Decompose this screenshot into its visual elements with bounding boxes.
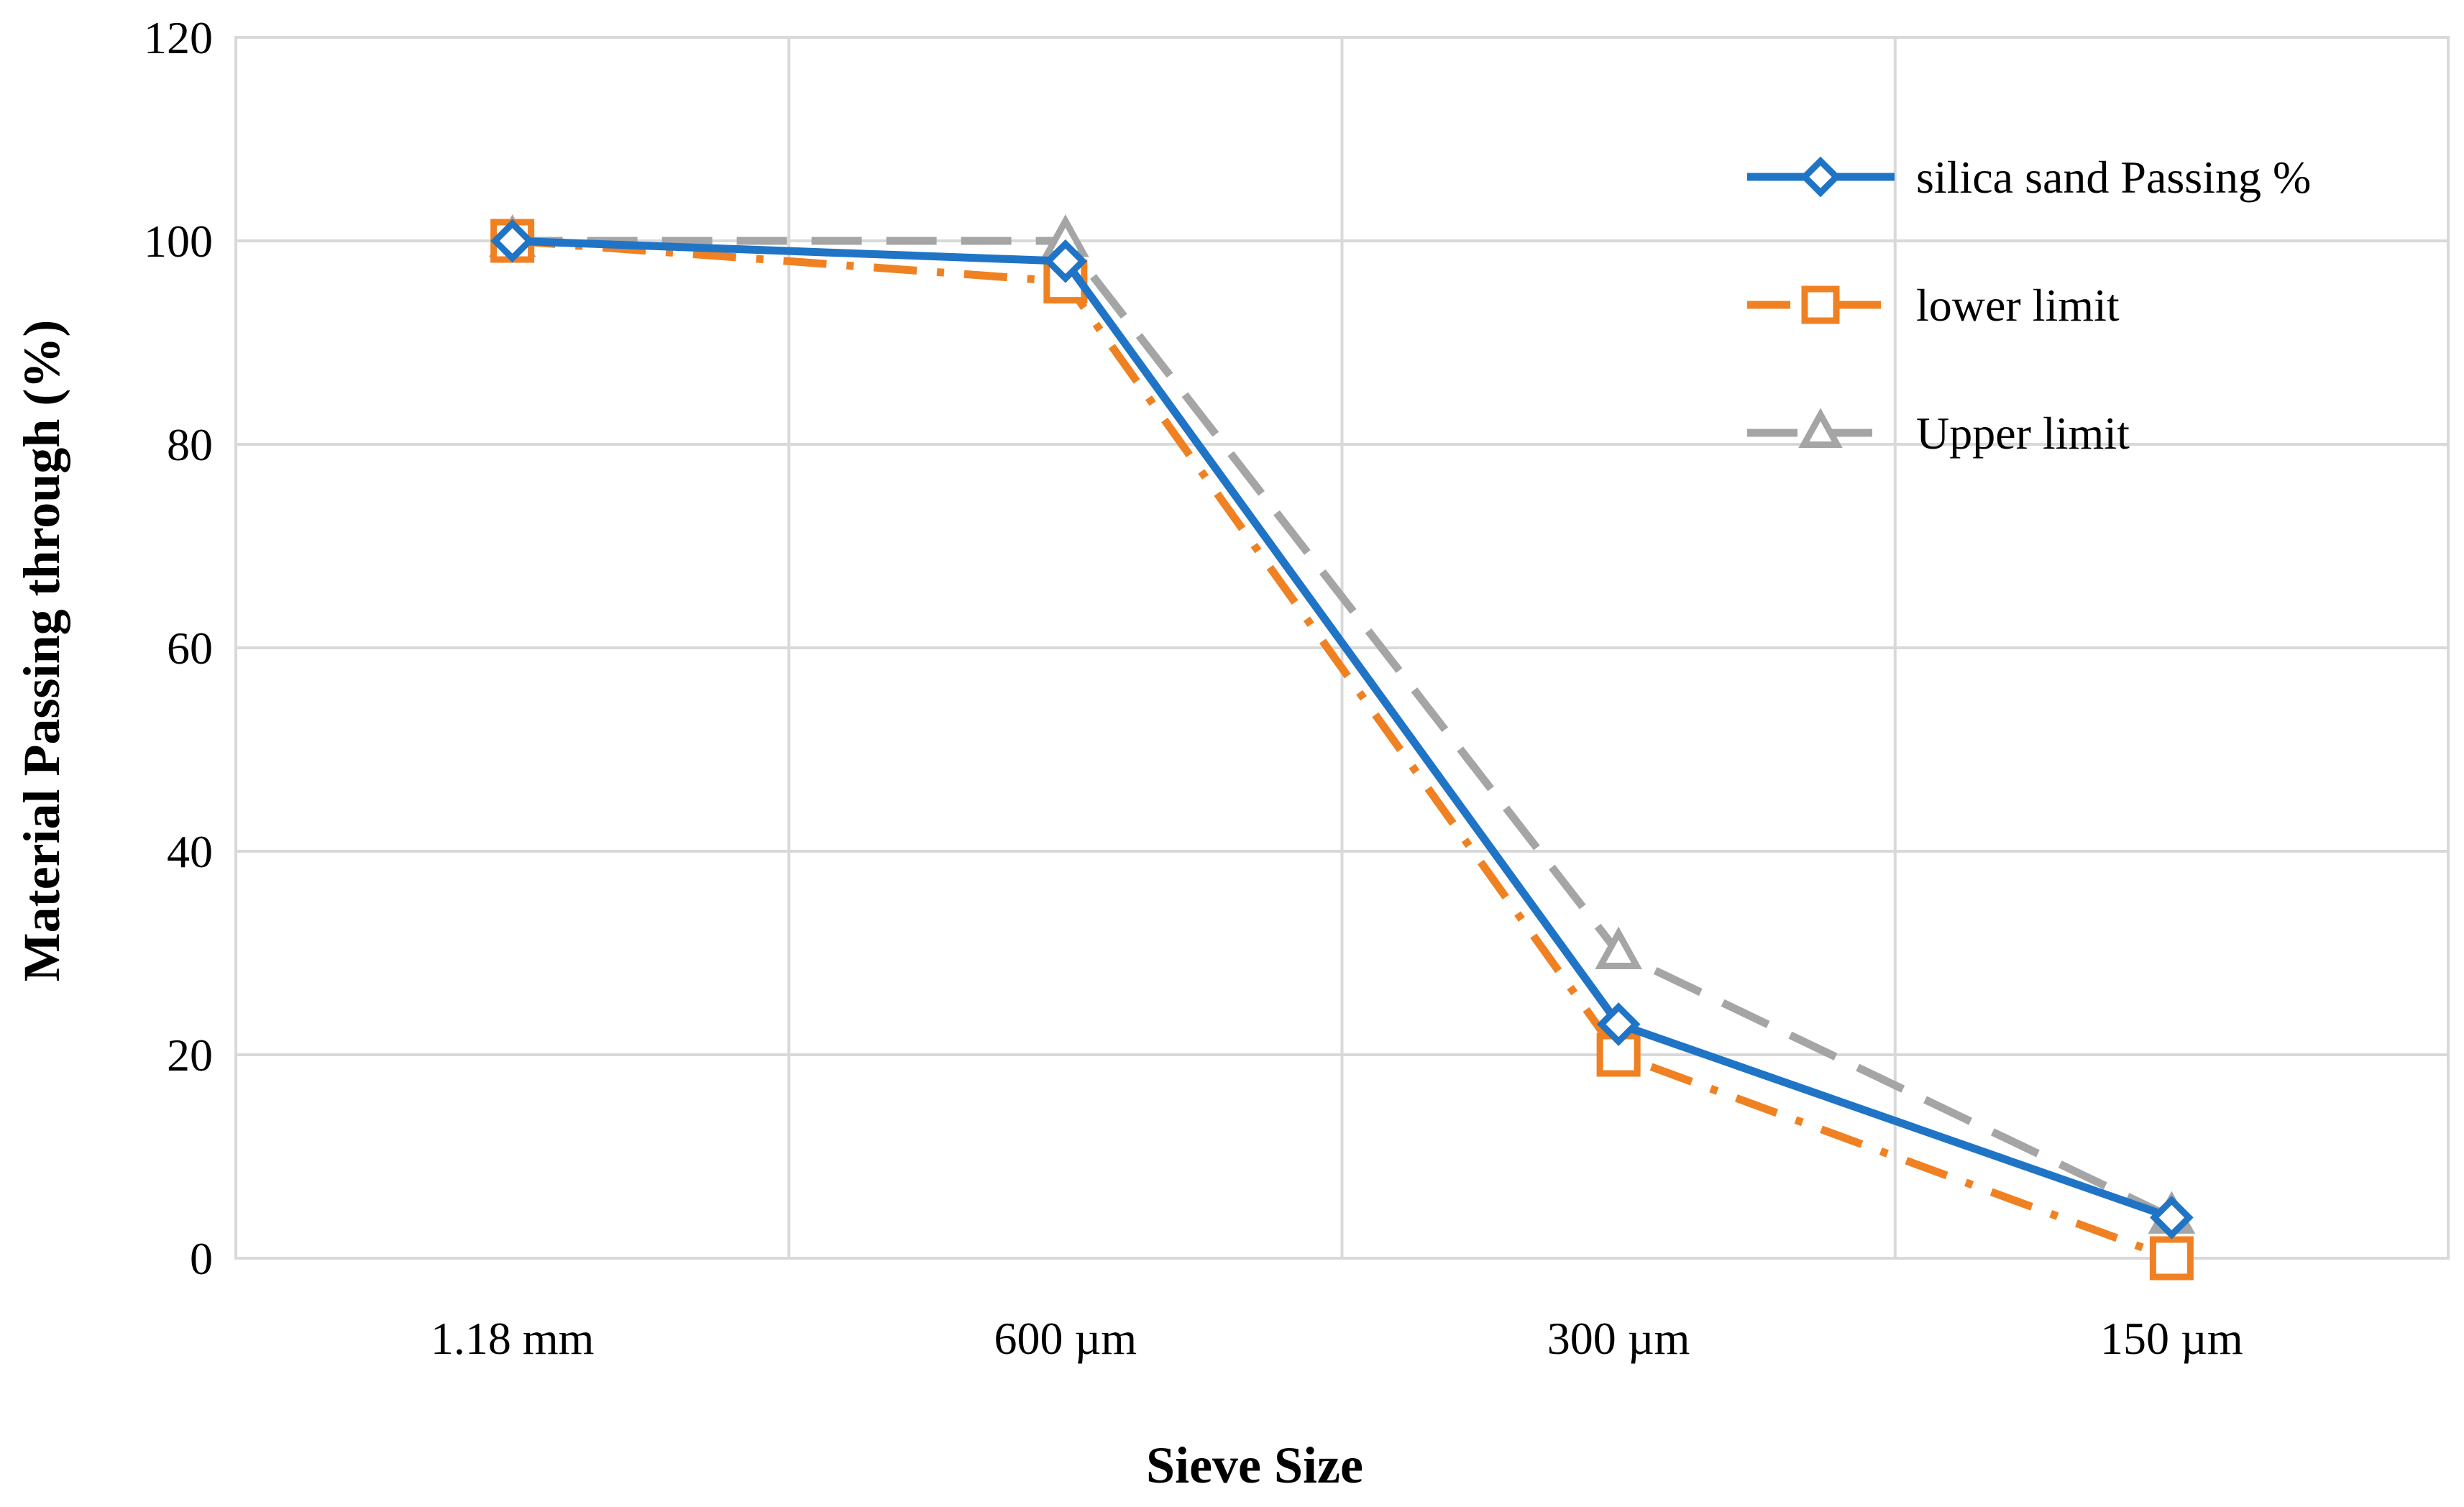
y-tick-label: 0: [190, 1233, 213, 1284]
y-tick-label: 120: [144, 12, 213, 63]
data-point-triangle: [1595, 926, 1642, 969]
y-tick-label: 40: [167, 826, 213, 877]
legend-entry-2: Upper limit: [1747, 408, 2130, 459]
x-tick-label: 600 µm: [994, 1313, 1137, 1364]
legend-label: lower limit: [1916, 280, 2120, 331]
series-line: [512, 237, 2174, 1222]
legend-marker-diamond: [1800, 156, 1841, 198]
data-point-diamond: [1596, 1002, 1641, 1046]
legend-marker-square: [1801, 285, 1840, 324]
plot-series: [488, 214, 2196, 1281]
legend-entry-1: lower limit: [1747, 280, 2120, 331]
y-tick-label: 20: [167, 1030, 213, 1081]
y-tick-label: 80: [167, 419, 213, 470]
grid: [234, 36, 2450, 1260]
y-tick-label: 100: [144, 216, 213, 267]
data-point-diamond: [490, 219, 534, 263]
legend-label: Upper limit: [1916, 408, 2130, 459]
legend-marker-triangle: [1798, 408, 1843, 448]
data-point-square: [2149, 1236, 2194, 1281]
legend-entry-0: silica sand Passing %: [1747, 152, 2311, 203]
y-axis-title: Material Passing through (%): [13, 320, 70, 982]
x-axis: 1.18 mm 600 µm 300 µm 150 µm: [431, 1313, 2243, 1364]
data-point-diamond: [1043, 239, 1088, 283]
x-tick-label: 300 µm: [1547, 1313, 1690, 1364]
x-tick-label: 1.18 mm: [431, 1313, 595, 1364]
x-axis-title: Sieve Size: [1146, 1437, 1363, 1494]
y-tick-label: 60: [167, 623, 213, 674]
legend: silica sand Passing % lower limit Upper li…: [1747, 152, 2311, 459]
data-point-diamond: [2150, 1196, 2194, 1240]
y-axis: 0 20 40 60 80 100 120: [144, 12, 213, 1284]
series-0: [490, 219, 2194, 1240]
legend-label: silica sand Passing %: [1916, 152, 2311, 203]
series-line: [512, 237, 2174, 1222]
series-line: [512, 237, 2174, 1263]
x-tick-label: 150 µm: [2100, 1313, 2243, 1364]
